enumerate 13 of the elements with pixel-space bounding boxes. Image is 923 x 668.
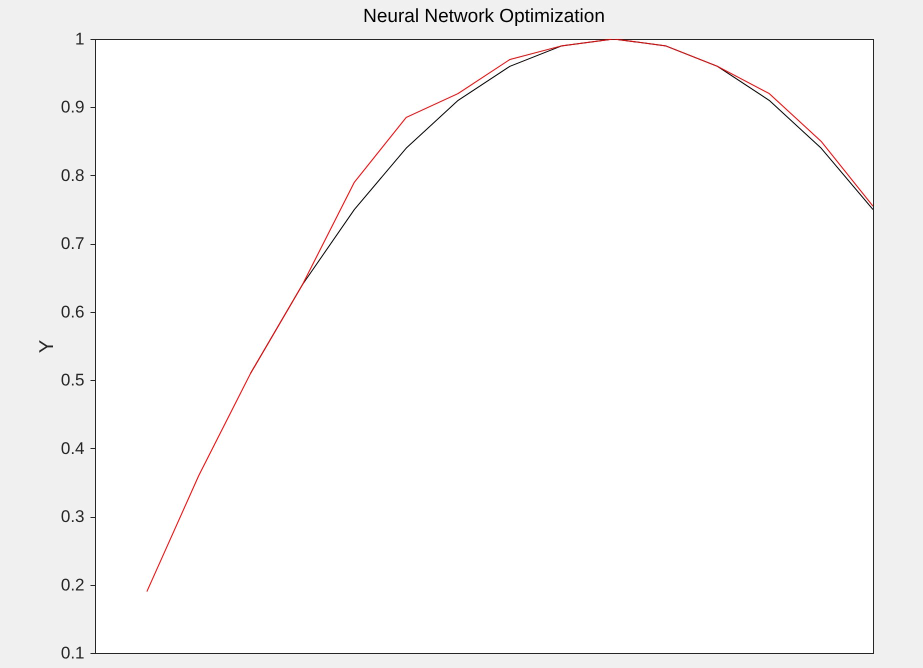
y-tick-label: 0.7	[60, 234, 84, 254]
y-tick-label: 0.1	[60, 644, 84, 662]
y-tick-label: 0.2	[60, 575, 84, 594]
y-tick-label: 0.4	[60, 438, 84, 458]
y-tick-label: 0.5	[60, 370, 84, 390]
y-tick-label: 0.8	[60, 166, 84, 185]
y-axis-title: Y	[36, 340, 58, 354]
line-series	[146, 39, 873, 592]
y-tick-label: 0.9	[60, 98, 84, 117]
y-tick-label: 1	[75, 30, 84, 48]
y-tick-label: 0.3	[60, 507, 84, 526]
chart-title: Neural Network Optimization	[363, 6, 605, 27]
y-tick-label: 0.6	[60, 302, 84, 322]
